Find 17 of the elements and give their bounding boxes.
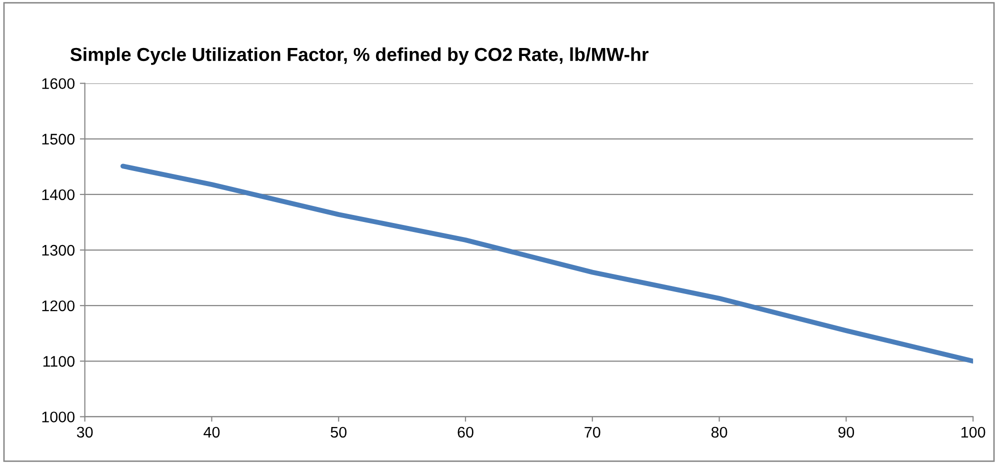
y-tick-label: 1500 [42, 134, 75, 145]
x-tick-label: 70 [584, 426, 600, 438]
line-series [120, 164, 974, 364]
x-tick-label: 90 [838, 426, 854, 438]
y-tick-label: 1000 [42, 412, 75, 422]
x-tick-label: 40 [204, 426, 220, 438]
x-tick-label: 60 [458, 426, 474, 438]
y-tick-label: 1400 [42, 189, 75, 200]
y-tick-label: 1100 [43, 356, 75, 367]
x-tick-label: 100 [961, 426, 986, 438]
x-tick-label: 50 [330, 426, 347, 438]
chart-title: Simple Cycle Utilization Factor, % defined by CO2 Rate, lb/MW-hr [70, 47, 648, 65]
x-tick-label: 80 [711, 426, 728, 438]
y-tick-label: 1600 [42, 78, 75, 90]
y-tick-label: 1200 [42, 300, 75, 312]
y-tick-label: 1300 [42, 244, 75, 256]
x-tick-label: 30 [76, 426, 93, 438]
